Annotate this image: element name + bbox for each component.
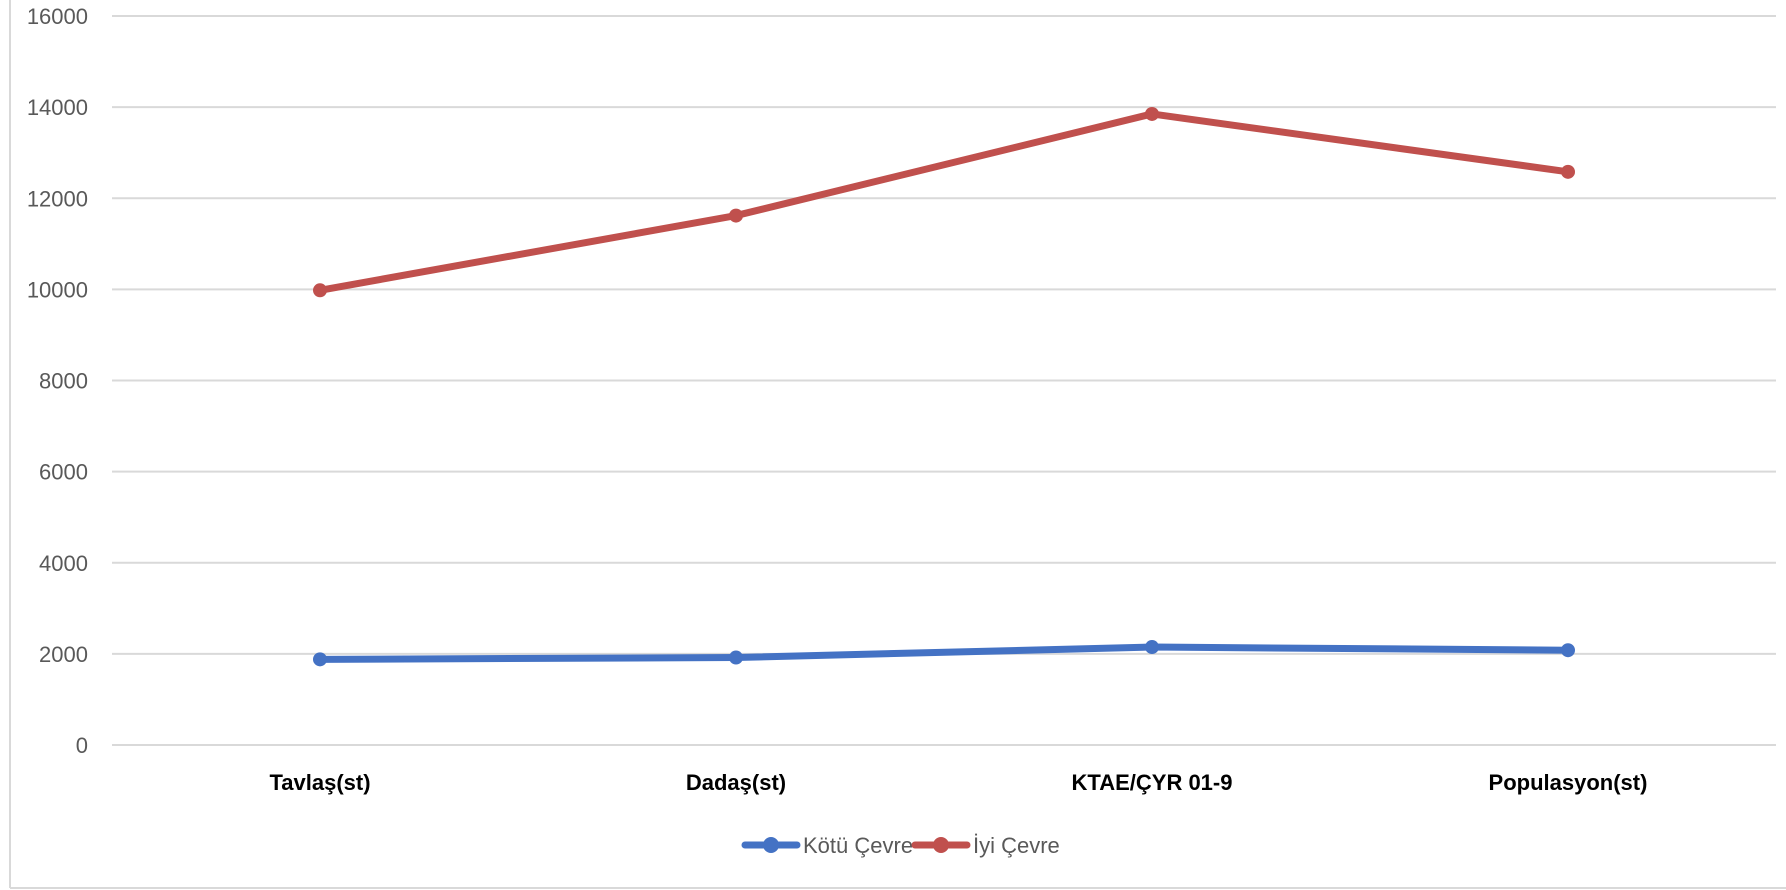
y-tick-label: 8000 [39, 369, 88, 394]
x-category-label: Dadaş(st) [686, 770, 786, 795]
series-lines [313, 106, 1575, 667]
y-tick-label: 12000 [27, 186, 88, 211]
legend-marker [933, 837, 949, 853]
data-point [313, 652, 327, 667]
y-axis-tick-labels: 0 2000 4000 6000 8000 10000 12000 14000 16000 [27, 4, 88, 758]
x-category-label: KTAE/ÇYR 01-9 [1072, 770, 1233, 795]
legend-item[interactable]: İyi Çevre [911, 833, 1060, 858]
series-line [316, 643, 1572, 663]
data-point [1561, 164, 1575, 179]
legend-item[interactable]: Kötü Çevre [741, 833, 913, 858]
data-point [729, 208, 743, 223]
legend-marker [763, 837, 779, 853]
y-tick-label: 6000 [39, 460, 88, 485]
y-tick-label: 14000 [27, 95, 88, 120]
x-category-label: Tavlaş(st) [269, 770, 370, 795]
x-axis-category-labels: Tavlaş(st) Dadaş(st) KTAE/ÇYR 01-9 Populasy… [269, 770, 1647, 795]
y-tick-label: 2000 [39, 642, 88, 667]
series-line [316, 110, 1572, 294]
data-point [1145, 106, 1159, 121]
y-tick-label: 4000 [39, 551, 88, 576]
y-tick-label: 16000 [27, 4, 88, 29]
legend-label: İyi Çevre [973, 833, 1060, 858]
x-category-label: Populasyon(st) [1489, 770, 1648, 795]
series-1 [313, 640, 1575, 667]
y-tick-label: 0 [76, 733, 88, 758]
data-point [1145, 640, 1159, 655]
data-point [1561, 643, 1575, 658]
data-point [729, 650, 743, 665]
gridlines [112, 15, 1776, 746]
data-point [313, 283, 327, 298]
series-2 [313, 106, 1575, 298]
y-tick-label: 10000 [27, 277, 88, 302]
legend-label: Kötü Çevre [803, 833, 913, 858]
legend[interactable]: Kötü Çevre İyi Çevre [741, 833, 1060, 858]
